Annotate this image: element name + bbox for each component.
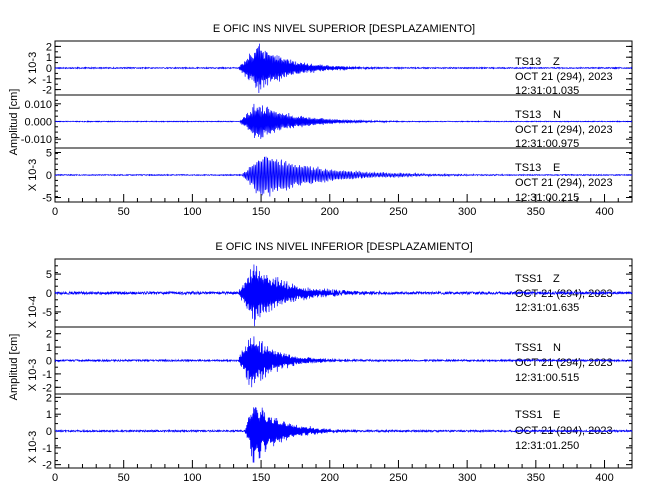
scale-label: X 10-4 xyxy=(27,296,39,328)
y-tick-label: -2 xyxy=(42,85,52,97)
waveform-line xyxy=(54,103,633,139)
x-tick-label: 200 xyxy=(321,472,339,484)
waveform-line xyxy=(54,407,633,463)
y-tick-label: -2 xyxy=(42,382,52,394)
station-label: TSS1 xyxy=(515,273,543,285)
y-tick-label: -1 xyxy=(42,443,52,455)
waveform-line xyxy=(54,336,633,388)
date-label: OCT 21 (294), 2023 xyxy=(515,425,613,437)
component-label: N xyxy=(553,109,561,121)
upper-panel-e: TS13 E OCT 21 (294), 2023 12:31:00.215 X… xyxy=(27,147,633,205)
waveform-line xyxy=(54,43,633,93)
x-tick-label: 350 xyxy=(527,472,545,484)
station-label: TSS1 xyxy=(515,409,543,421)
y-tick-label: 1 xyxy=(46,342,52,354)
x-tick-label: 50 xyxy=(118,206,130,218)
scale-label: X 10-3 xyxy=(27,431,39,463)
x-tick-label: 400 xyxy=(595,472,613,484)
y-tick-label: 0 xyxy=(46,170,52,182)
time-label: 12:31:00.975 xyxy=(515,138,579,150)
y-tick-label: 0.000 xyxy=(24,117,52,129)
time-label: 12:31:00.215 xyxy=(515,192,579,204)
y-tick-label: -2 xyxy=(42,460,52,472)
y-tick-label: 0.010 xyxy=(24,99,52,111)
y-tick-label: -5 xyxy=(42,307,52,319)
x-tick-label: 300 xyxy=(458,472,476,484)
x-tick-label: 300 xyxy=(458,206,476,218)
y-tick-label: 0 xyxy=(46,63,52,75)
y-tick-label: -1 xyxy=(42,74,52,86)
waveform-line xyxy=(54,264,633,327)
x-tick-label: 150 xyxy=(252,472,270,484)
lower-x-axis: 0 50 100 150 200 250 300 350 400 xyxy=(52,460,619,484)
x-tick-label: 0 xyxy=(52,472,58,484)
x-tick-label: 200 xyxy=(321,206,339,218)
waveform-line xyxy=(54,156,633,197)
x-tick-label: 350 xyxy=(527,206,545,218)
station-label: TS13 xyxy=(515,56,541,68)
y-tick-label: 2 xyxy=(46,41,52,53)
time-label: 12:31:01.635 xyxy=(515,302,579,314)
lower-panel-z: TSS1 Z OCT 21 (294), 2023 12:31:01.635 X… xyxy=(27,258,633,328)
y-tick-label: 2 xyxy=(46,329,52,341)
x-tick-label: 100 xyxy=(183,472,201,484)
scale-label: X 10-3 xyxy=(27,159,39,191)
x-tick-label: 100 xyxy=(183,206,201,218)
y-tick-label: 5 xyxy=(46,269,52,281)
component-label: Z xyxy=(553,56,560,68)
upper-panel-z: TS13 Z OCT 21 (294), 2023 12:31:01.035 X… xyxy=(27,40,633,97)
y-tick-label: 0 xyxy=(46,356,52,368)
x-tick-label: 50 xyxy=(118,472,130,484)
scale-label: X 10-3 xyxy=(27,52,39,84)
x-tick-label: 400 xyxy=(595,206,613,218)
upper-x-axis: 0 50 100 150 200 250 300 350 400 xyxy=(52,194,619,218)
date-label: OCT 21 (294), 2023 xyxy=(515,177,613,189)
upper-panel-n: TS13 N OCT 21 (294), 2023 12:31:00.975 0… xyxy=(21,94,633,150)
scale-label: X 10-3 xyxy=(27,359,39,391)
x-tick-label: 250 xyxy=(389,472,407,484)
station-label: TSS1 xyxy=(515,342,543,354)
component-label: Z xyxy=(553,273,560,285)
time-label: 12:31:01.035 xyxy=(515,85,579,97)
upper-y-axis-label: Amplitud [cm] xyxy=(8,89,20,156)
station-label: TS13 xyxy=(515,109,541,121)
component-label: E xyxy=(553,162,560,174)
x-tick-label: 0 xyxy=(52,206,58,218)
y-tick-label: -0.010 xyxy=(21,134,52,146)
y-tick-label: -5 xyxy=(42,193,52,205)
time-label: 12:31:00.515 xyxy=(515,372,579,384)
lower-chart-title: E OFIC INS NIVEL INFERIOR [DESPLAZAMIENT… xyxy=(215,241,472,253)
x-tick-label: 250 xyxy=(389,206,407,218)
y-tick-label: -1 xyxy=(42,369,52,381)
time-label: 12:31:01.250 xyxy=(515,440,579,452)
y-tick-label: 0 xyxy=(46,426,52,438)
y-tick-label: 2 xyxy=(46,392,52,404)
date-label: OCT 21 (294), 2023 xyxy=(515,357,613,369)
lower-panel-e: TSS1 E OCT 21 (294), 2023 12:31:01.250 X… xyxy=(27,392,633,472)
x-tick-label: 150 xyxy=(252,206,270,218)
date-label: OCT 21 (294), 2023 xyxy=(515,124,613,136)
y-tick-label: 0 xyxy=(46,288,52,300)
component-label: N xyxy=(553,342,561,354)
station-label: TS13 xyxy=(515,162,541,174)
lower-panel-n: TSS1 N OCT 21 (294), 2023 12:31:00.515 X… xyxy=(27,326,633,395)
component-label: E xyxy=(553,409,560,421)
y-tick-label: 1 xyxy=(46,409,52,421)
upper-chart-title: E OFIC INS NIVEL SUPERIOR [DESPLAZAMIENT… xyxy=(213,23,475,35)
lower-y-axis-label: Amplitud [cm] xyxy=(8,334,20,401)
y-tick-label: 1 xyxy=(46,52,52,64)
date-label: OCT 21 (294), 2023 xyxy=(515,71,613,83)
y-tick-label: 5 xyxy=(46,148,52,160)
